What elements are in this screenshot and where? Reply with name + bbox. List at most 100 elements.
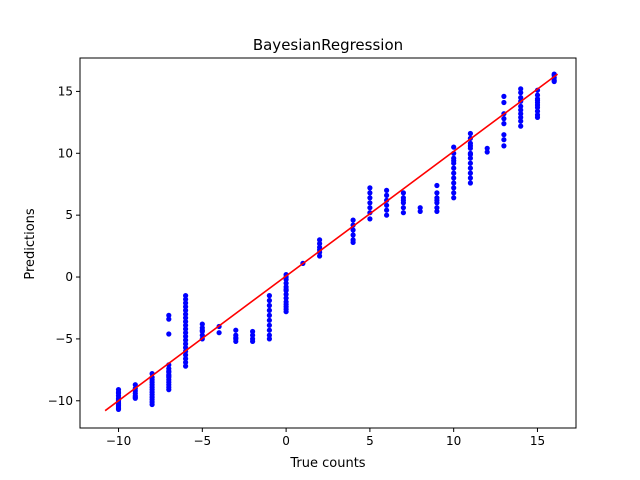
data-point <box>367 200 373 206</box>
data-point <box>384 212 390 218</box>
data-point <box>484 145 490 151</box>
y-tick-label: 15 <box>58 84 73 98</box>
data-point <box>400 210 406 216</box>
data-point <box>484 149 490 155</box>
y-tick-label: 10 <box>58 146 73 160</box>
data-point <box>467 160 473 166</box>
data-point <box>518 90 524 96</box>
x-tick-label: 0 <box>282 434 290 448</box>
data-point <box>166 312 172 318</box>
data-point <box>317 237 323 243</box>
data-point <box>266 302 272 309</box>
data-point <box>367 185 373 191</box>
data-point <box>183 352 189 358</box>
data-point <box>266 332 272 338</box>
data-point <box>233 335 239 341</box>
data-point <box>283 291 289 297</box>
data-point <box>266 297 272 304</box>
y-tick-label: −10 <box>48 394 73 408</box>
data-point <box>451 185 457 191</box>
data-point <box>283 280 289 286</box>
data-point <box>400 205 406 211</box>
data-point <box>518 86 524 92</box>
data-point <box>384 187 390 193</box>
data-point <box>501 116 507 122</box>
data-point <box>266 317 272 323</box>
data-point <box>199 321 205 327</box>
data-point <box>501 137 507 143</box>
data-point <box>501 99 507 106</box>
data-point <box>283 295 289 301</box>
chart-title: BayesianRegression <box>253 36 403 54</box>
data-point <box>115 389 122 395</box>
data-point <box>166 373 172 379</box>
x-tick-label: −10 <box>106 434 131 448</box>
data-point <box>115 406 122 412</box>
data-point <box>467 143 473 149</box>
data-point <box>183 359 189 365</box>
data-point <box>451 180 457 186</box>
x-tick-label: −5 <box>193 434 211 448</box>
data-point <box>384 202 390 208</box>
data-point <box>283 309 289 315</box>
data-point <box>183 322 189 328</box>
data-point <box>451 170 457 176</box>
data-point <box>266 293 272 299</box>
fit-line <box>104 73 559 412</box>
data-point <box>417 208 423 214</box>
data-point <box>183 341 189 347</box>
data-point <box>501 143 507 149</box>
data-point <box>166 331 172 337</box>
x-tick-label: 15 <box>530 434 545 448</box>
data-point <box>183 296 189 302</box>
data-point <box>166 387 172 393</box>
data-point <box>266 336 272 342</box>
data-point <box>183 319 189 325</box>
y-axis-label: Predictions <box>23 208 38 280</box>
data-point <box>467 170 473 176</box>
x-axis-label: True counts <box>289 456 365 471</box>
data-point <box>534 108 541 114</box>
data-point <box>350 217 356 223</box>
data-point <box>501 121 507 127</box>
data-point <box>166 368 172 374</box>
data-point <box>518 95 524 101</box>
data-point <box>183 300 189 306</box>
data-point <box>467 155 473 161</box>
data-point <box>149 401 155 408</box>
data-point <box>132 382 138 388</box>
data-point <box>250 338 256 344</box>
data-point <box>518 107 524 113</box>
plot-frame <box>79 57 577 429</box>
data-point <box>266 327 272 333</box>
data-point <box>534 102 541 108</box>
data-point <box>183 326 189 332</box>
data-point <box>132 395 138 401</box>
data-point <box>434 208 440 214</box>
data-point <box>534 97 541 103</box>
y-tick-label: 0 <box>65 270 73 284</box>
data-point <box>317 253 323 259</box>
data-point <box>350 227 356 233</box>
data-point <box>317 241 323 247</box>
data-point <box>451 144 457 150</box>
data-point <box>183 333 189 339</box>
data-point <box>367 216 373 222</box>
data-point <box>266 322 272 328</box>
data-point <box>350 232 356 238</box>
data-point <box>183 356 189 362</box>
data-point <box>467 165 473 171</box>
data-point <box>551 77 557 83</box>
data-point <box>518 114 524 120</box>
data-point <box>367 205 373 211</box>
data-point <box>183 304 189 310</box>
data-point <box>400 197 406 203</box>
data-point <box>183 363 189 369</box>
data-point <box>518 123 524 129</box>
data-point <box>250 328 256 335</box>
data-point <box>183 315 189 321</box>
data-point <box>434 197 440 203</box>
data-point <box>183 293 189 299</box>
data-point <box>266 312 272 318</box>
